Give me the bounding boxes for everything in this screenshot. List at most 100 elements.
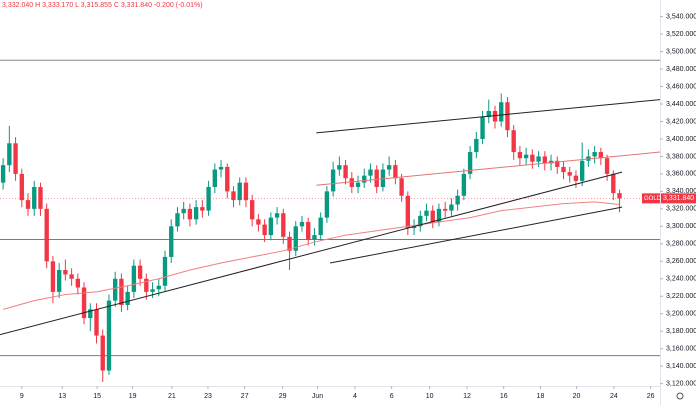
candle-body bbox=[13, 143, 18, 174]
candle-body bbox=[368, 169, 373, 176]
candle-body bbox=[56, 270, 62, 292]
candle-body bbox=[206, 187, 211, 211]
candle-body bbox=[32, 187, 37, 209]
candle-body bbox=[175, 213, 180, 227]
candle-body bbox=[287, 236, 292, 251]
candle-body bbox=[50, 261, 56, 292]
price-tag-bg bbox=[661, 193, 696, 204]
candle-body bbox=[555, 160, 560, 167]
candle-body bbox=[480, 117, 485, 139]
y-tick-label: 3,540.000 bbox=[666, 13, 696, 20]
candle-body bbox=[324, 191, 330, 218]
moving-average bbox=[2, 201, 620, 310]
trendline bbox=[0, 171, 623, 336]
candle-body bbox=[212, 169, 217, 188]
candle-body bbox=[137, 265, 143, 279]
candle-body bbox=[511, 130, 516, 153]
candle-body bbox=[486, 110, 491, 118]
candle-body bbox=[81, 287, 87, 319]
candle-body bbox=[405, 195, 411, 229]
candle-body bbox=[499, 102, 504, 122]
candle-body bbox=[293, 226, 298, 251]
candle-body bbox=[399, 178, 404, 196]
candle-body bbox=[579, 160, 585, 181]
candle-body bbox=[380, 169, 386, 188]
y-tick-label: 3,300.000 bbox=[666, 223, 696, 230]
candle-body bbox=[0, 165, 6, 183]
trendline bbox=[329, 206, 623, 264]
candle-body bbox=[25, 200, 31, 209]
y-tick-label: 3,420.000 bbox=[666, 118, 696, 125]
y-tick-label: 3,500.000 bbox=[666, 48, 696, 55]
candle-body bbox=[611, 173, 616, 194]
x-tick-label: 23 bbox=[204, 393, 212, 400]
candle-body bbox=[430, 210, 435, 222]
x-tick-label: 27 bbox=[241, 393, 249, 400]
candle-body bbox=[256, 219, 261, 225]
candle-body bbox=[355, 182, 361, 188]
candle-body bbox=[231, 191, 236, 201]
y-tick-label: 3,260.000 bbox=[666, 258, 696, 265]
price-tag-symbol: GOLD bbox=[644, 196, 662, 202]
y-tick-label: 3,460.000 bbox=[666, 83, 696, 90]
candle-body bbox=[306, 221, 311, 240]
candle-body bbox=[131, 265, 137, 292]
x-tick-label: 12 bbox=[463, 393, 471, 400]
candle-body bbox=[362, 175, 367, 183]
candle-body bbox=[492, 110, 498, 122]
x-tick-label: 26 bbox=[647, 393, 655, 400]
candle-body bbox=[567, 172, 572, 176]
x-tick-label: 19 bbox=[129, 393, 137, 400]
candle-body bbox=[461, 173, 467, 196]
candle-body bbox=[449, 204, 454, 211]
candle-body bbox=[200, 207, 205, 211]
candle-body bbox=[113, 278, 118, 301]
candle-body bbox=[281, 213, 286, 237]
candle-body bbox=[424, 210, 429, 216]
candle-body bbox=[349, 178, 354, 188]
candle-body bbox=[604, 158, 610, 174]
y-tick-label: 3,160.000 bbox=[666, 346, 696, 353]
candle-body bbox=[411, 226, 417, 229]
y-tick-label: 3,400.000 bbox=[666, 136, 696, 143]
price-tag-symbol-bg bbox=[642, 193, 660, 204]
x-tick-label: 21 bbox=[168, 393, 176, 400]
candle-body bbox=[156, 285, 161, 290]
y-tick-label: 3,360.000 bbox=[666, 171, 696, 178]
candle-body bbox=[436, 208, 442, 222]
candle-body bbox=[617, 193, 622, 199]
candle-body bbox=[374, 169, 379, 188]
x-tick-label: 13 bbox=[58, 393, 66, 400]
y-tick-label: 3,220.000 bbox=[666, 293, 696, 300]
price-tag-price: 3,331.840 bbox=[663, 195, 694, 202]
x-tick-label: 4 bbox=[353, 393, 357, 400]
x-tick-label: Jun bbox=[312, 393, 323, 400]
gear[interactable] bbox=[676, 392, 684, 400]
y-tick-label: 3,320.000 bbox=[666, 206, 696, 213]
candle-body bbox=[443, 208, 448, 211]
candle-body bbox=[94, 309, 99, 336]
y-tick-label: 3,200.000 bbox=[666, 311, 696, 318]
candle-body bbox=[561, 166, 566, 173]
x-tick-label: 16 bbox=[500, 393, 508, 400]
candle-body bbox=[38, 187, 43, 209]
settings-icon[interactable] bbox=[676, 392, 684, 400]
x-tick-label: 6 bbox=[390, 393, 394, 400]
candle-body bbox=[88, 309, 93, 319]
candle-body bbox=[542, 156, 547, 164]
trendline bbox=[316, 99, 661, 134]
candle-body bbox=[69, 274, 74, 279]
candle-body bbox=[523, 154, 529, 159]
candle-body bbox=[330, 169, 336, 192]
candle-body bbox=[150, 289, 155, 292]
candle-body bbox=[125, 291, 130, 305]
candle-body bbox=[63, 270, 68, 275]
y-tick-label: 3,340.000 bbox=[666, 188, 696, 195]
candle-body bbox=[119, 278, 124, 305]
candle-body bbox=[467, 152, 473, 174]
candle-body bbox=[455, 195, 460, 205]
candle-body bbox=[144, 278, 149, 292]
y-tick-label: 3,280.000 bbox=[666, 241, 696, 248]
candle-body bbox=[7, 143, 12, 166]
candle-body bbox=[106, 300, 112, 371]
